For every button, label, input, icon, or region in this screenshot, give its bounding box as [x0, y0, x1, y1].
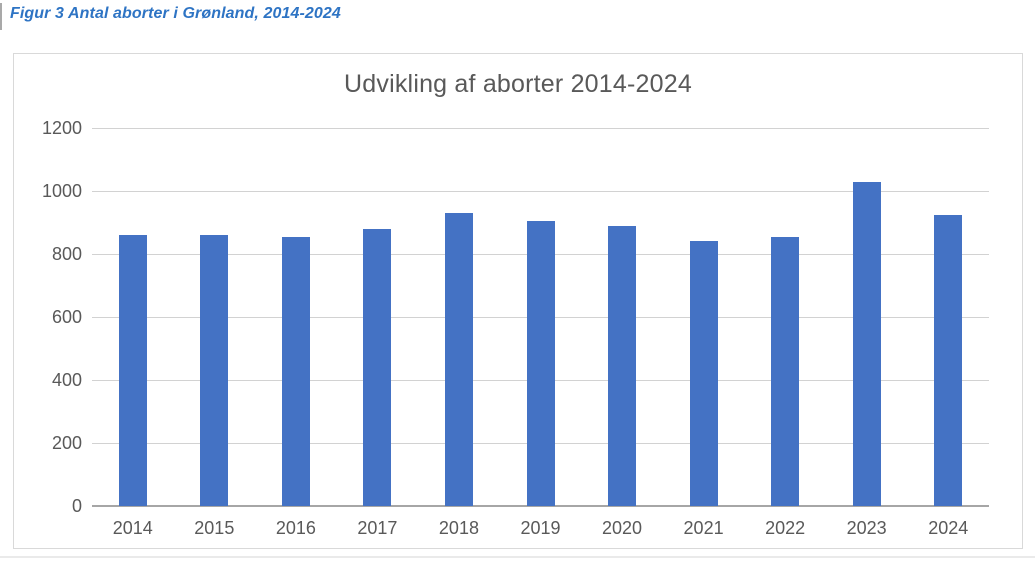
x-tick-label: 2016	[275, 518, 316, 538]
figure-caption: Figur 3 Antal aborter i Grønland, 2014-2…	[10, 5, 341, 22]
chart-title: Udvikling af aborter 2014-2024	[344, 70, 692, 98]
bar-2020	[608, 225, 637, 506]
y-tick-label: 800	[51, 244, 82, 264]
x-tick-label: 2024	[928, 518, 969, 538]
y-tick-label: 200	[51, 433, 82, 453]
y-tick-label: 600	[51, 307, 82, 327]
x-tick-label: 2021	[683, 518, 724, 538]
y-tick-label: 400	[51, 370, 82, 390]
x-tick-label: 2015	[194, 518, 235, 538]
x-tick-label: 2014	[112, 518, 153, 538]
bar-2024	[934, 214, 963, 506]
y-tick-label: 0	[71, 496, 82, 516]
gridline	[92, 190, 989, 192]
gridline	[92, 127, 989, 129]
x-tick-label: 2018	[438, 518, 479, 538]
chart-container: Udvikling af aborter 2014-2024 0 200 400 60…	[13, 53, 1023, 549]
x-tick-label: 2023	[846, 518, 887, 538]
plot-area: 0 200 400 600 800 1000 1200 2014 2015 2016 2017 201…	[42, 118, 989, 538]
y-tick-label: 1000	[41, 181, 82, 201]
bar-2014	[118, 235, 147, 506]
x-tick-label: 2019	[520, 518, 561, 538]
x-tick-label: 2017	[357, 518, 398, 538]
bar-2018	[444, 213, 473, 506]
bar-2017	[363, 228, 392, 506]
bar-2023	[852, 181, 881, 506]
bar-2021	[689, 241, 718, 506]
y-tick-label: 1200	[41, 118, 82, 138]
x-axis-line	[92, 505, 989, 507]
bar-2019	[526, 220, 555, 506]
bar-2016	[281, 236, 310, 506]
bar-2022	[771, 236, 800, 506]
page-left-edge-mark	[0, 3, 2, 30]
x-tick-label: 2022	[765, 518, 806, 538]
bar-2015	[200, 235, 229, 506]
x-tick-label: 2020	[602, 518, 643, 538]
page-bottom-divider	[0, 556, 1035, 558]
